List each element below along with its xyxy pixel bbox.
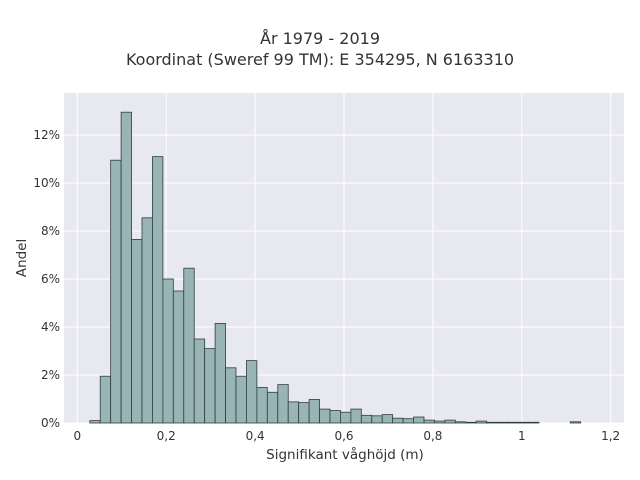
bars — [89, 111, 582, 424]
histogram-bar — [496, 421, 508, 424]
histogram-bar — [444, 419, 456, 424]
histogram-bar — [225, 367, 237, 424]
histogram-bar — [266, 391, 279, 424]
histogram-bar — [204, 348, 216, 424]
y-tick-label: 10% — [33, 176, 60, 190]
chart-subtitle: Koordinat (Sweref 99 TM): E 354295, N 61… — [125, 50, 515, 69]
x-tick-label: 0,4 — [246, 429, 265, 443]
histogram-bar — [246, 360, 258, 424]
histogram-bar — [507, 421, 519, 424]
histogram-bar — [413, 416, 425, 424]
histogram-bar — [517, 421, 529, 424]
histogram-bar — [89, 420, 101, 424]
histogram-bar — [434, 420, 446, 424]
histogram-bar — [131, 238, 143, 424]
x-axis-label: Signifikant våghöjd (m) — [266, 447, 424, 463]
x-tick-label: 1,2 — [601, 429, 620, 443]
histogram-bar — [235, 375, 247, 424]
histogram-bar — [454, 421, 467, 424]
x-tick-label: 0,2 — [157, 429, 176, 443]
histogram-bar — [360, 414, 373, 424]
x-tick-labels: 0 0,2 0,4 0,6 0,8 1 1,2 — [74, 429, 621, 443]
histogram-bar — [392, 417, 404, 424]
histogram-bar — [287, 401, 300, 424]
histogram-bar — [162, 278, 174, 424]
y-tick-label: 8% — [41, 224, 60, 238]
histogram-bar — [528, 421, 540, 424]
histogram-bar — [350, 408, 362, 424]
histogram-bar — [256, 387, 268, 424]
y-tick-label: 6% — [41, 272, 60, 286]
histogram-bar — [120, 111, 132, 424]
histogram-bar — [110, 159, 122, 424]
chart-title: År 1979 - 2019 — [260, 29, 380, 48]
histogram-bar — [172, 290, 185, 424]
x-tick-label: 0,8 — [423, 429, 442, 443]
x-tick-label: 0,6 — [334, 429, 353, 443]
histogram-bar — [308, 399, 320, 424]
y-tick-label: 2% — [41, 368, 60, 382]
histogram-bar — [214, 322, 226, 424]
y-tick-label: 4% — [41, 320, 60, 334]
x-tick-label: 1 — [518, 429, 526, 443]
histogram-bar — [298, 402, 310, 424]
y-tick-labels: 0% 2% 4% 6% 8% 10% 12% — [33, 128, 60, 430]
histogram-bar — [486, 421, 498, 424]
histogram-bar — [569, 421, 582, 424]
histogram-bar — [183, 267, 195, 424]
histogram-bar — [475, 420, 488, 424]
histogram-bar — [381, 414, 394, 424]
histogram-bar — [193, 338, 206, 424]
histogram-bar — [319, 408, 331, 424]
histogram-bar — [152, 156, 164, 424]
histogram-bar — [465, 421, 477, 424]
histogram-bar — [141, 217, 153, 424]
histogram-bar — [99, 375, 112, 424]
histogram-bar — [277, 384, 289, 424]
histogram-bar — [423, 419, 435, 424]
y-axis-label: Andel — [14, 238, 30, 278]
x-tick-label: 0 — [74, 429, 82, 443]
histogram-bar — [329, 410, 341, 424]
histogram-bar — [340, 411, 352, 424]
y-tick-label: 12% — [33, 128, 60, 142]
histogram-bar — [402, 418, 414, 424]
y-tick-label: 0% — [41, 416, 60, 430]
histogram-bar — [371, 415, 383, 424]
